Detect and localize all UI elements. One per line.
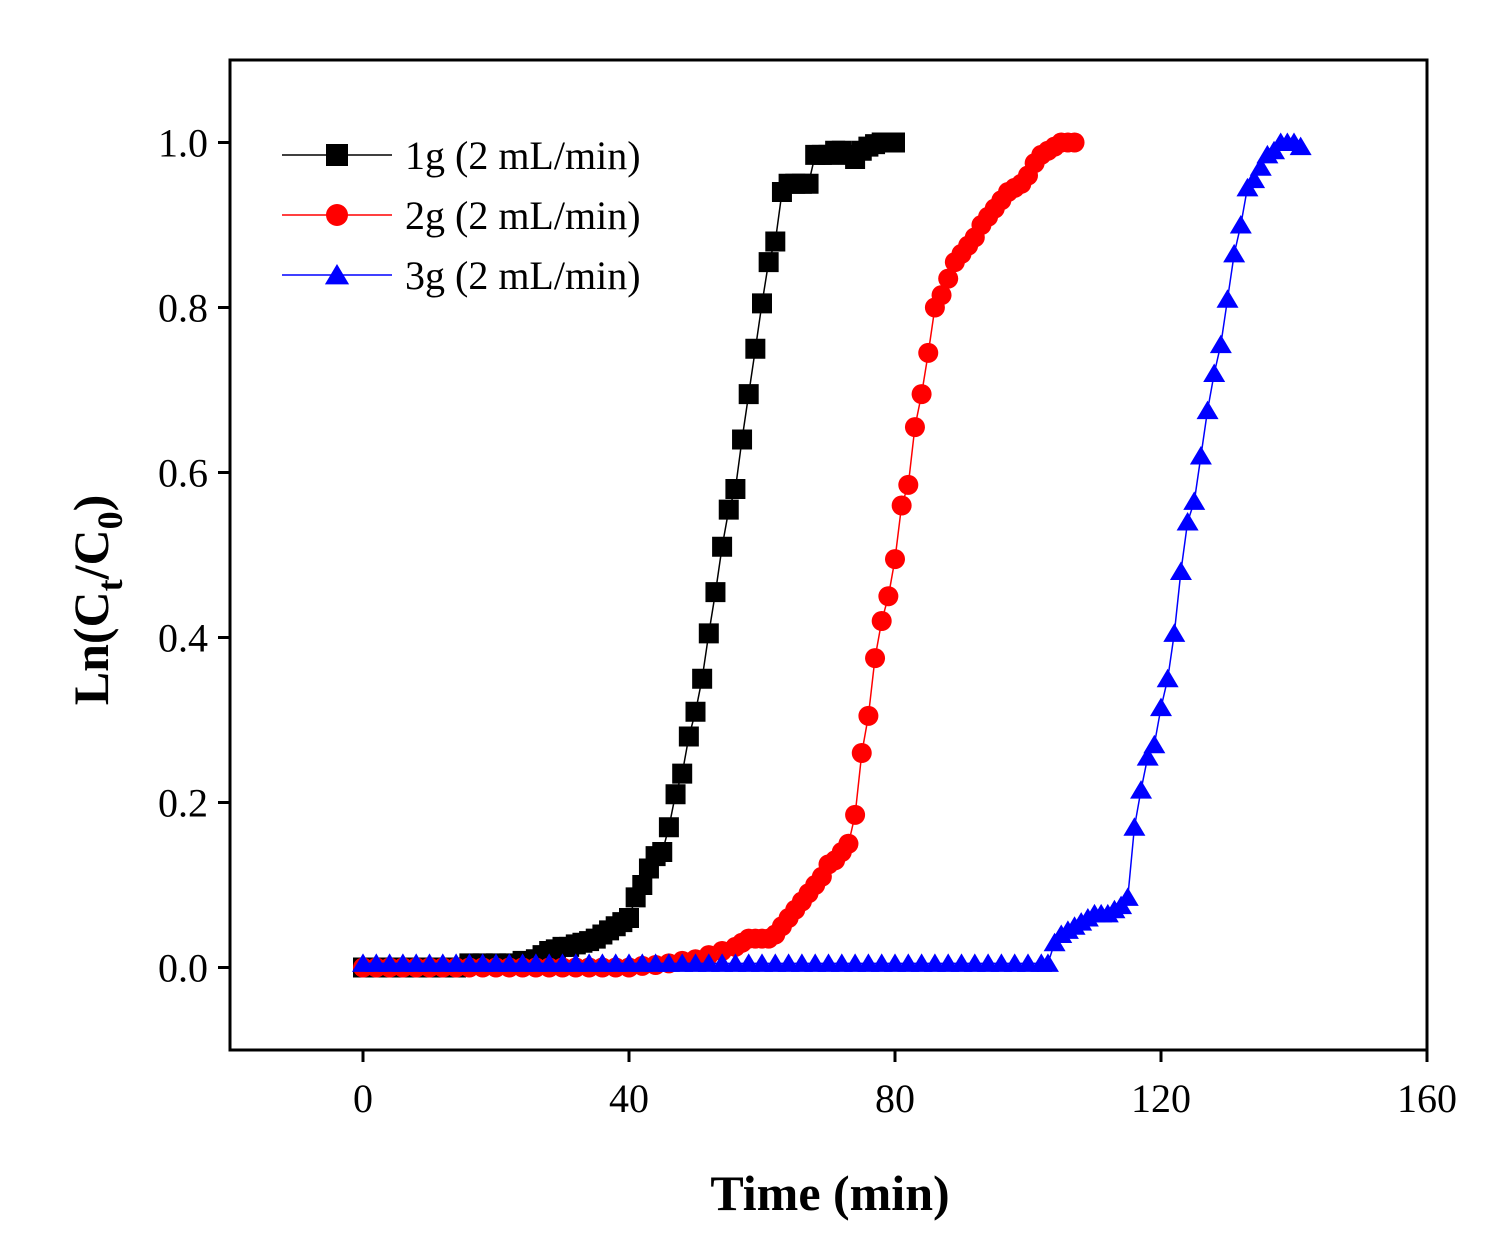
series-2-point	[898, 474, 919, 495]
series-1-point	[758, 252, 779, 273]
series-1-point	[705, 582, 726, 603]
series-2-point	[858, 705, 879, 726]
legend-entry-3: 3g (2 mL/min)	[282, 253, 641, 298]
y-axis-title: Ln(Ct/C0)	[63, 495, 130, 706]
y-axis-title-main: Ln(C	[63, 591, 119, 705]
series-3-point	[1163, 623, 1186, 642]
series-1-point	[718, 499, 739, 520]
legend-marker	[326, 144, 348, 166]
series-2-point	[1064, 132, 1085, 153]
series-3-point	[1203, 363, 1226, 382]
y-axis-title-sub-0: 0	[90, 511, 130, 529]
legend: 1g (2 mL/min) 2g (2 mL/min) 3g (2 mL/min)	[282, 133, 641, 298]
series-2-point	[845, 804, 866, 825]
series-1	[353, 132, 905, 978]
x-tick-label: 40	[609, 1076, 649, 1121]
y-tick-label: 0.6	[158, 451, 208, 496]
series-1-point	[619, 908, 639, 928]
series-1-point	[752, 293, 772, 314]
series-2-point	[911, 384, 932, 405]
series-1-point	[732, 429, 753, 450]
plot-frame	[228, 58, 1429, 1052]
series-3-point	[1136, 747, 1159, 766]
series-1-point	[698, 623, 719, 644]
series-1-point	[658, 817, 679, 838]
series-3-point	[1036, 953, 1059, 972]
series-1-point	[685, 701, 706, 722]
x-tick-label: 0	[353, 1076, 373, 1121]
series-2-point	[885, 549, 905, 570]
series-3-point	[1183, 491, 1206, 510]
series-3-point	[1209, 334, 1232, 354]
legend-marker	[324, 264, 350, 285]
series-3-point	[1123, 817, 1146, 836]
x-tick-label: 80	[875, 1076, 915, 1121]
series-3	[352, 132, 1312, 972]
series-3-point	[1216, 289, 1239, 308]
series-2-point	[931, 285, 952, 306]
y-axis-title-end: )	[63, 495, 119, 512]
series-layer	[352, 132, 1312, 978]
y-tick-label: 0.2	[158, 781, 208, 826]
series-1-point	[665, 784, 686, 805]
series-2-point	[891, 495, 912, 516]
legend-label: 3g (2 mL/min)	[405, 253, 641, 298]
series-3-point	[1176, 512, 1199, 531]
series-3-point	[1116, 887, 1139, 906]
series-1-point	[745, 338, 766, 359]
series-1-point	[652, 842, 673, 862]
y-tick-label: 0.0	[158, 946, 208, 991]
series-2-point	[938, 268, 959, 289]
y-tick-label: 0.4	[158, 616, 208, 661]
series-3-point	[1169, 561, 1192, 580]
legend-label: 1g (2 mL/min)	[405, 133, 641, 178]
series-3-point	[1229, 215, 1252, 234]
series-2-point	[878, 586, 899, 607]
series-3-point	[1249, 157, 1272, 176]
series-3-point	[1223, 243, 1246, 263]
axis-ticks: 0 40 80 120 160 0.0 0.2 0.4 0.6 0.8 1.0	[158, 121, 1457, 1122]
series-1-point	[738, 384, 759, 405]
y-axis-title-mid: /C	[63, 529, 119, 580]
x-tick-label: 120	[1131, 1076, 1191, 1121]
legend-label: 2g (2 mL/min)	[405, 193, 641, 238]
series-2-point	[904, 417, 925, 438]
series-1-point	[798, 173, 819, 194]
series-1-point	[632, 875, 653, 895]
series-1-point	[725, 479, 746, 499]
series-3-point	[1196, 400, 1219, 420]
series-3-point	[1289, 136, 1312, 156]
series-3-point	[1143, 734, 1166, 754]
series-1-point	[885, 132, 905, 153]
series-2-point	[865, 648, 886, 669]
series-1-point	[672, 763, 693, 784]
series-3-point	[1150, 697, 1172, 717]
series-3-point	[1243, 169, 1266, 189]
y-axis-title-sub-t: t	[90, 579, 130, 591]
series-1-point	[678, 726, 699, 747]
y-tick-label: 1.0	[158, 121, 208, 166]
y-tick-label: 0.8	[158, 286, 208, 331]
legend-entry-2: 2g (2 mL/min)	[282, 193, 641, 238]
series-3-point	[1156, 668, 1179, 688]
series-1-point	[765, 231, 786, 252]
series-2-point	[838, 833, 859, 854]
series-2-point	[871, 611, 892, 631]
x-axis-title: Time (min)	[710, 1165, 949, 1221]
series-3-point	[1130, 780, 1153, 799]
series-2-point	[918, 342, 939, 363]
legend-marker	[326, 204, 348, 226]
series-1-point	[712, 536, 733, 557]
legend-entry-1: 1g (2 mL/min)	[282, 133, 641, 178]
x-tick-label: 160	[1397, 1076, 1457, 1121]
series-1-point	[692, 668, 713, 689]
series-2-point	[851, 743, 872, 763]
series-3-point	[1189, 446, 1212, 465]
